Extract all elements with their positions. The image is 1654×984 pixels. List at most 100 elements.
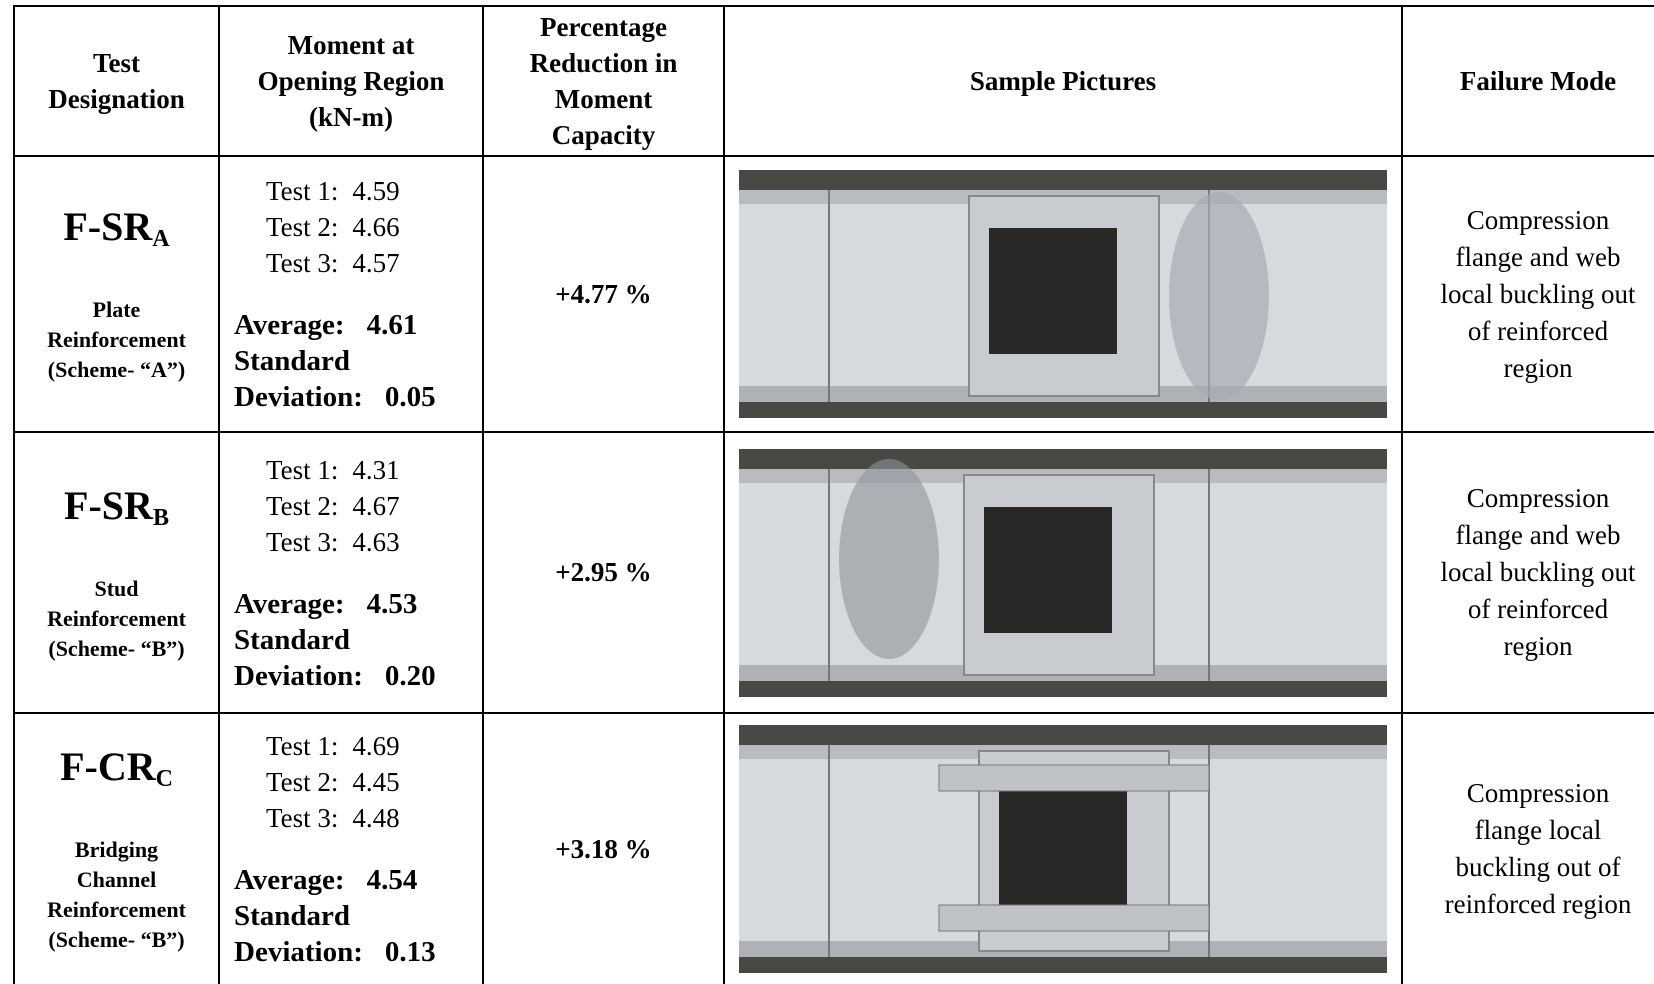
test-label: Test 2: [266, 490, 339, 521]
designation-cell: F-SRA Plate Reinforcement (Scheme- “A”) [13, 155, 220, 433]
scheme-line: Stud [94, 575, 139, 601]
test-result: Test 2: 4.67 [234, 488, 482, 524]
test-label: Test 1: [266, 731, 339, 761]
average-label: Average: [234, 864, 345, 896]
test-value: 4.66 [352, 212, 400, 242]
header-row: Test Designation Moment at Opening Region (k… [13, 5, 1654, 157]
moment-cell: Test 1: 4.69 Test 2: 4.45 Test 3: 4.48 Average… [218, 712, 484, 984]
test-result: Test 1: 4.59 [234, 173, 482, 209]
failure-cell: Compression flange and web local buckling … [1401, 431, 1654, 714]
failure-line: Compression [1466, 778, 1610, 808]
failure-line: region [1503, 352, 1573, 383]
scheme-line: Reinforcement [47, 605, 186, 631]
test-label: Test 3: [266, 803, 339, 833]
column-header: Sample Pictures [723, 5, 1403, 157]
failure-line: Compression [1466, 204, 1610, 235]
header-line: Capacity [551, 120, 656, 150]
header-line: Reduction in [529, 48, 678, 78]
scheme-line: Reinforcement [47, 897, 186, 922]
test-result: Test 3: 4.57 [234, 245, 482, 281]
designation: F-CRC [15, 743, 218, 793]
test-value: 4.31 [352, 454, 400, 485]
test-value: 4.57 [352, 248, 400, 278]
test-label: Test 1: [266, 176, 339, 206]
average: Average: 4.54 [234, 862, 482, 898]
test-result: Test 1: 4.31 [234, 452, 482, 488]
designation-base: F-CR [60, 744, 156, 789]
designation-base: F-SR [64, 482, 153, 528]
test-value: 4.69 [352, 731, 400, 761]
std-label: Deviation: [234, 381, 363, 413]
average: Average: 4.61 [234, 307, 482, 343]
designation-cell: F-SRB Stud Reinforcement (Scheme- “B”) [13, 431, 220, 714]
column-header: Test Designation [13, 5, 220, 157]
average-value: 4.61 [366, 309, 418, 341]
test-result: Test 1: 4.69 [234, 728, 482, 764]
std-label: Standard [234, 900, 351, 932]
test-result: Test 3: 4.48 [234, 800, 482, 836]
scheme-line: Plate [92, 297, 141, 322]
scheme-line: Bridging [74, 837, 159, 862]
moment-cell: Test 1: 4.59 Test 2: 4.66 Test 3: 4.57 Average… [218, 155, 484, 433]
table-row: F-CRC Bridging Channel Reinforcement (Scheme… [13, 712, 1654, 984]
failure-mode: Compression flange local buckling out of re… [1403, 775, 1654, 923]
header-line: Failure Mode [1459, 66, 1617, 96]
sample-picture [739, 725, 1387, 973]
reduction-cell: +3.18 % [482, 712, 725, 984]
reduction: +2.95 % [555, 557, 652, 587]
header-line: Percentage [540, 12, 667, 42]
scheme-line: (Scheme- “B”) [48, 635, 185, 661]
failure-mode: Compression flange and web local buckling … [1403, 202, 1654, 387]
average: Average: 4.53 [234, 586, 482, 622]
designation: F-SRA [15, 203, 218, 253]
test-value: 4.45 [352, 767, 400, 797]
scheme-line: (Scheme- “B”) [48, 927, 185, 952]
scheme: Stud Reinforcement (Scheme- “B”) [15, 574, 218, 664]
header-line: Sample Pictures [969, 66, 1157, 96]
failure-line: flange and web [1455, 241, 1621, 272]
header-line: Opening Region [257, 66, 445, 96]
picture-cell [723, 712, 1403, 984]
column-header: Moment at Opening Region (kN-m) [218, 5, 484, 157]
table-row: F-SRB Stud Reinforcement (Scheme- “B”) Test … [13, 431, 1654, 714]
failure-line: of reinforced [1467, 594, 1609, 624]
failure-mode: Compression flange and web local buckling … [1403, 480, 1654, 665]
results-table: Test Designation Moment at Opening Region (k… [13, 5, 1654, 984]
test-value: 4.63 [352, 526, 400, 557]
table-body: F-SRA Plate Reinforcement (Scheme- “A”) Test… [13, 155, 1654, 984]
average-label: Average: [234, 587, 345, 620]
test-result: Test 2: 4.45 [234, 764, 482, 800]
test-result: Test 2: 4.66 [234, 209, 482, 245]
designation: F-SRB [15, 482, 218, 532]
scheme-line: Channel [76, 867, 157, 892]
reduction: +4.77 % [555, 278, 652, 309]
scheme-line: (Scheme- “A”) [47, 357, 186, 382]
test-result: Test 3: 4.63 [234, 524, 482, 560]
header-line: Moment [554, 84, 653, 114]
failure-line: reinforced region [1444, 889, 1632, 919]
test-value: 4.67 [352, 490, 400, 521]
failure-line: local buckling out [1440, 278, 1636, 309]
spacer [234, 281, 482, 307]
std-value: 0.13 [384, 936, 436, 968]
picture-cell [723, 431, 1403, 714]
designation-subscript: B [152, 504, 169, 531]
table-row: F-SRA Plate Reinforcement (Scheme- “A”) Test… [13, 155, 1654, 433]
header-line: Moment at [287, 30, 415, 60]
failure-line: region [1503, 631, 1573, 661]
failure-line: Compression [1466, 483, 1610, 513]
scheme-line: Reinforcement [47, 327, 186, 352]
scheme: Bridging Channel Reinforcement (Scheme- “B”… [15, 835, 218, 955]
failure-line: of reinforced [1467, 315, 1609, 346]
reduction-cell: +4.77 % [482, 155, 725, 433]
test-value: 4.48 [352, 803, 400, 833]
scheme: Plate Reinforcement (Scheme- “A”) [15, 295, 218, 385]
std-label: Deviation: [234, 936, 363, 968]
std-dev: Deviation: 0.20 [234, 658, 482, 694]
header-line: (kN-m) [309, 102, 393, 132]
designation-cell: F-CRC Bridging Channel Reinforcement (Scheme… [13, 712, 220, 984]
test-label: Test 2: [266, 212, 339, 242]
spacer [234, 560, 482, 586]
column-header: Failure Mode [1401, 5, 1654, 157]
